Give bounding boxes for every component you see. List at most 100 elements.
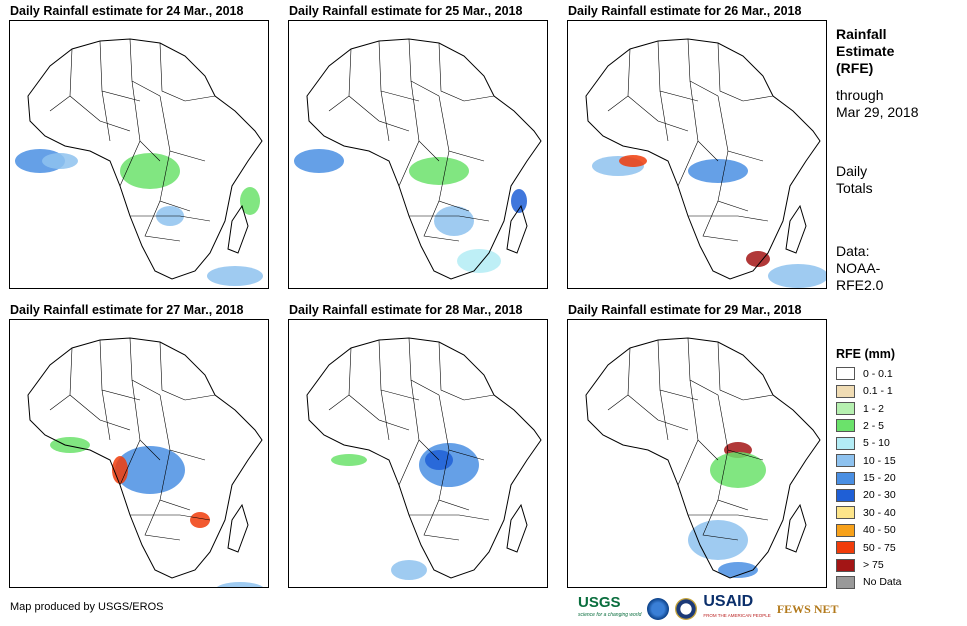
rainfall-area	[42, 153, 78, 169]
country-border	[380, 389, 390, 441]
country-border	[702, 200, 739, 242]
legend-label: 2 - 5	[863, 419, 885, 432]
legend-item: 40 - 50	[836, 523, 956, 539]
panel-title-25mar: Daily Rainfall estimate for 25 Mar., 201…	[289, 4, 523, 18]
country-border	[129, 38, 161, 97]
legend-item: 0 - 0.1	[836, 366, 956, 382]
daily-totals-label: Daily Totals	[836, 163, 873, 196]
coastline	[27, 337, 263, 579]
agency-logos: USGS science for a changing world USAID FR…	[578, 593, 839, 622]
country-border	[627, 394, 689, 431]
legend-swatch	[836, 575, 855, 589]
legend-swatch	[836, 506, 855, 520]
country-border	[184, 95, 216, 102]
legend-item: 10 - 15	[836, 453, 956, 469]
africa-map-graphic	[27, 337, 264, 587]
legend-label: 0.1 - 1	[863, 385, 893, 398]
rainfall-area	[115, 446, 185, 494]
country-border	[99, 339, 141, 401]
rainfall-area	[710, 452, 766, 488]
map-24mar	[9, 20, 269, 289]
country-border	[378, 339, 420, 401]
country-border	[607, 48, 631, 112]
legend-swatch	[836, 471, 855, 485]
map-26mar	[567, 20, 827, 289]
country-border	[717, 95, 764, 162]
legend-swatch	[836, 488, 855, 502]
country-border	[129, 337, 161, 396]
country-border	[184, 394, 216, 401]
country-border	[659, 90, 669, 142]
legend-label: 0 - 0.1	[863, 367, 893, 380]
country-border	[409, 514, 490, 521]
legend-label: 40 - 50	[863, 524, 896, 537]
legend-swatch	[836, 402, 855, 416]
rainfall-area	[120, 153, 180, 189]
rfe-title: Rainfall Estimate (RFE)	[836, 26, 895, 76]
rainfall-area	[457, 249, 501, 273]
usaid-logo: USAID FROM THE AMERICAN PEOPLE	[703, 593, 771, 619]
legend-label: 50 - 75	[863, 541, 896, 554]
country-border	[717, 42, 744, 102]
rainfall-area	[746, 251, 770, 267]
coastline	[306, 337, 542, 579]
panel-title-29mar: Daily Rainfall estimate for 29 Mar., 201…	[568, 303, 802, 317]
legend: 0 - 0.1 0.1 - 1 1 - 2 2 - 5 5 - 10 10 - 15 15 …	[836, 366, 956, 592]
panel-title-27mar: Daily Rainfall estimate for 27 Mar., 201…	[10, 303, 244, 317]
legend-label: > 75	[863, 559, 884, 572]
country-border	[408, 38, 440, 97]
africa-map-graphic	[585, 337, 821, 579]
legend-swatch	[836, 541, 855, 555]
legend-title: RFE (mm)	[836, 347, 896, 361]
country-border	[409, 215, 490, 222]
rainfall-area	[409, 157, 469, 185]
legend-item: 20 - 30	[836, 488, 956, 504]
country-border	[423, 200, 460, 242]
country-border	[702, 499, 739, 541]
country-border	[423, 499, 460, 541]
through-date: through Mar 29, 2018	[836, 87, 919, 120]
country-border	[687, 38, 719, 97]
country-border	[463, 95, 495, 102]
country-border	[130, 215, 211, 222]
country-border	[119, 140, 141, 187]
country-border	[688, 215, 769, 222]
country-border	[69, 95, 131, 132]
legend-item: 0.1 - 1	[836, 383, 956, 399]
rainfall-area	[331, 454, 367, 466]
panel-title-28mar: Daily Rainfall estimate for 28 Mar., 201…	[289, 303, 523, 317]
legend-swatch	[836, 436, 855, 450]
legend-item: 2 - 5	[836, 418, 956, 434]
country-border	[101, 90, 111, 142]
country-border	[659, 389, 669, 441]
country-border	[119, 439, 141, 486]
rainfall-area	[718, 562, 758, 578]
rainfall-area	[511, 189, 527, 213]
country-border	[328, 48, 352, 112]
country-border	[144, 499, 181, 541]
country-border	[348, 394, 410, 431]
legend-label: No Data	[863, 576, 902, 589]
rainfall-area	[112, 456, 128, 484]
legend-swatch	[836, 419, 855, 433]
country-border	[408, 337, 440, 396]
country-border	[677, 140, 699, 187]
rainfall-area	[240, 187, 260, 215]
rainfall-area	[190, 512, 210, 528]
country-border	[688, 514, 769, 521]
map-25mar	[288, 20, 548, 289]
country-border	[657, 40, 699, 102]
country-border	[438, 42, 465, 102]
country-border	[742, 95, 774, 102]
coastline	[27, 38, 263, 280]
country-border	[463, 394, 495, 401]
country-border	[438, 341, 465, 401]
country-border	[69, 394, 131, 431]
map-27mar	[9, 319, 269, 588]
coastline	[785, 204, 807, 254]
country-border	[348, 95, 410, 132]
fews-net-logo: FEWS NET	[776, 601, 839, 616]
data-source-label: Data: NOAA- RFE2.0	[836, 243, 884, 293]
coastline	[506, 503, 528, 553]
country-border	[657, 339, 699, 401]
